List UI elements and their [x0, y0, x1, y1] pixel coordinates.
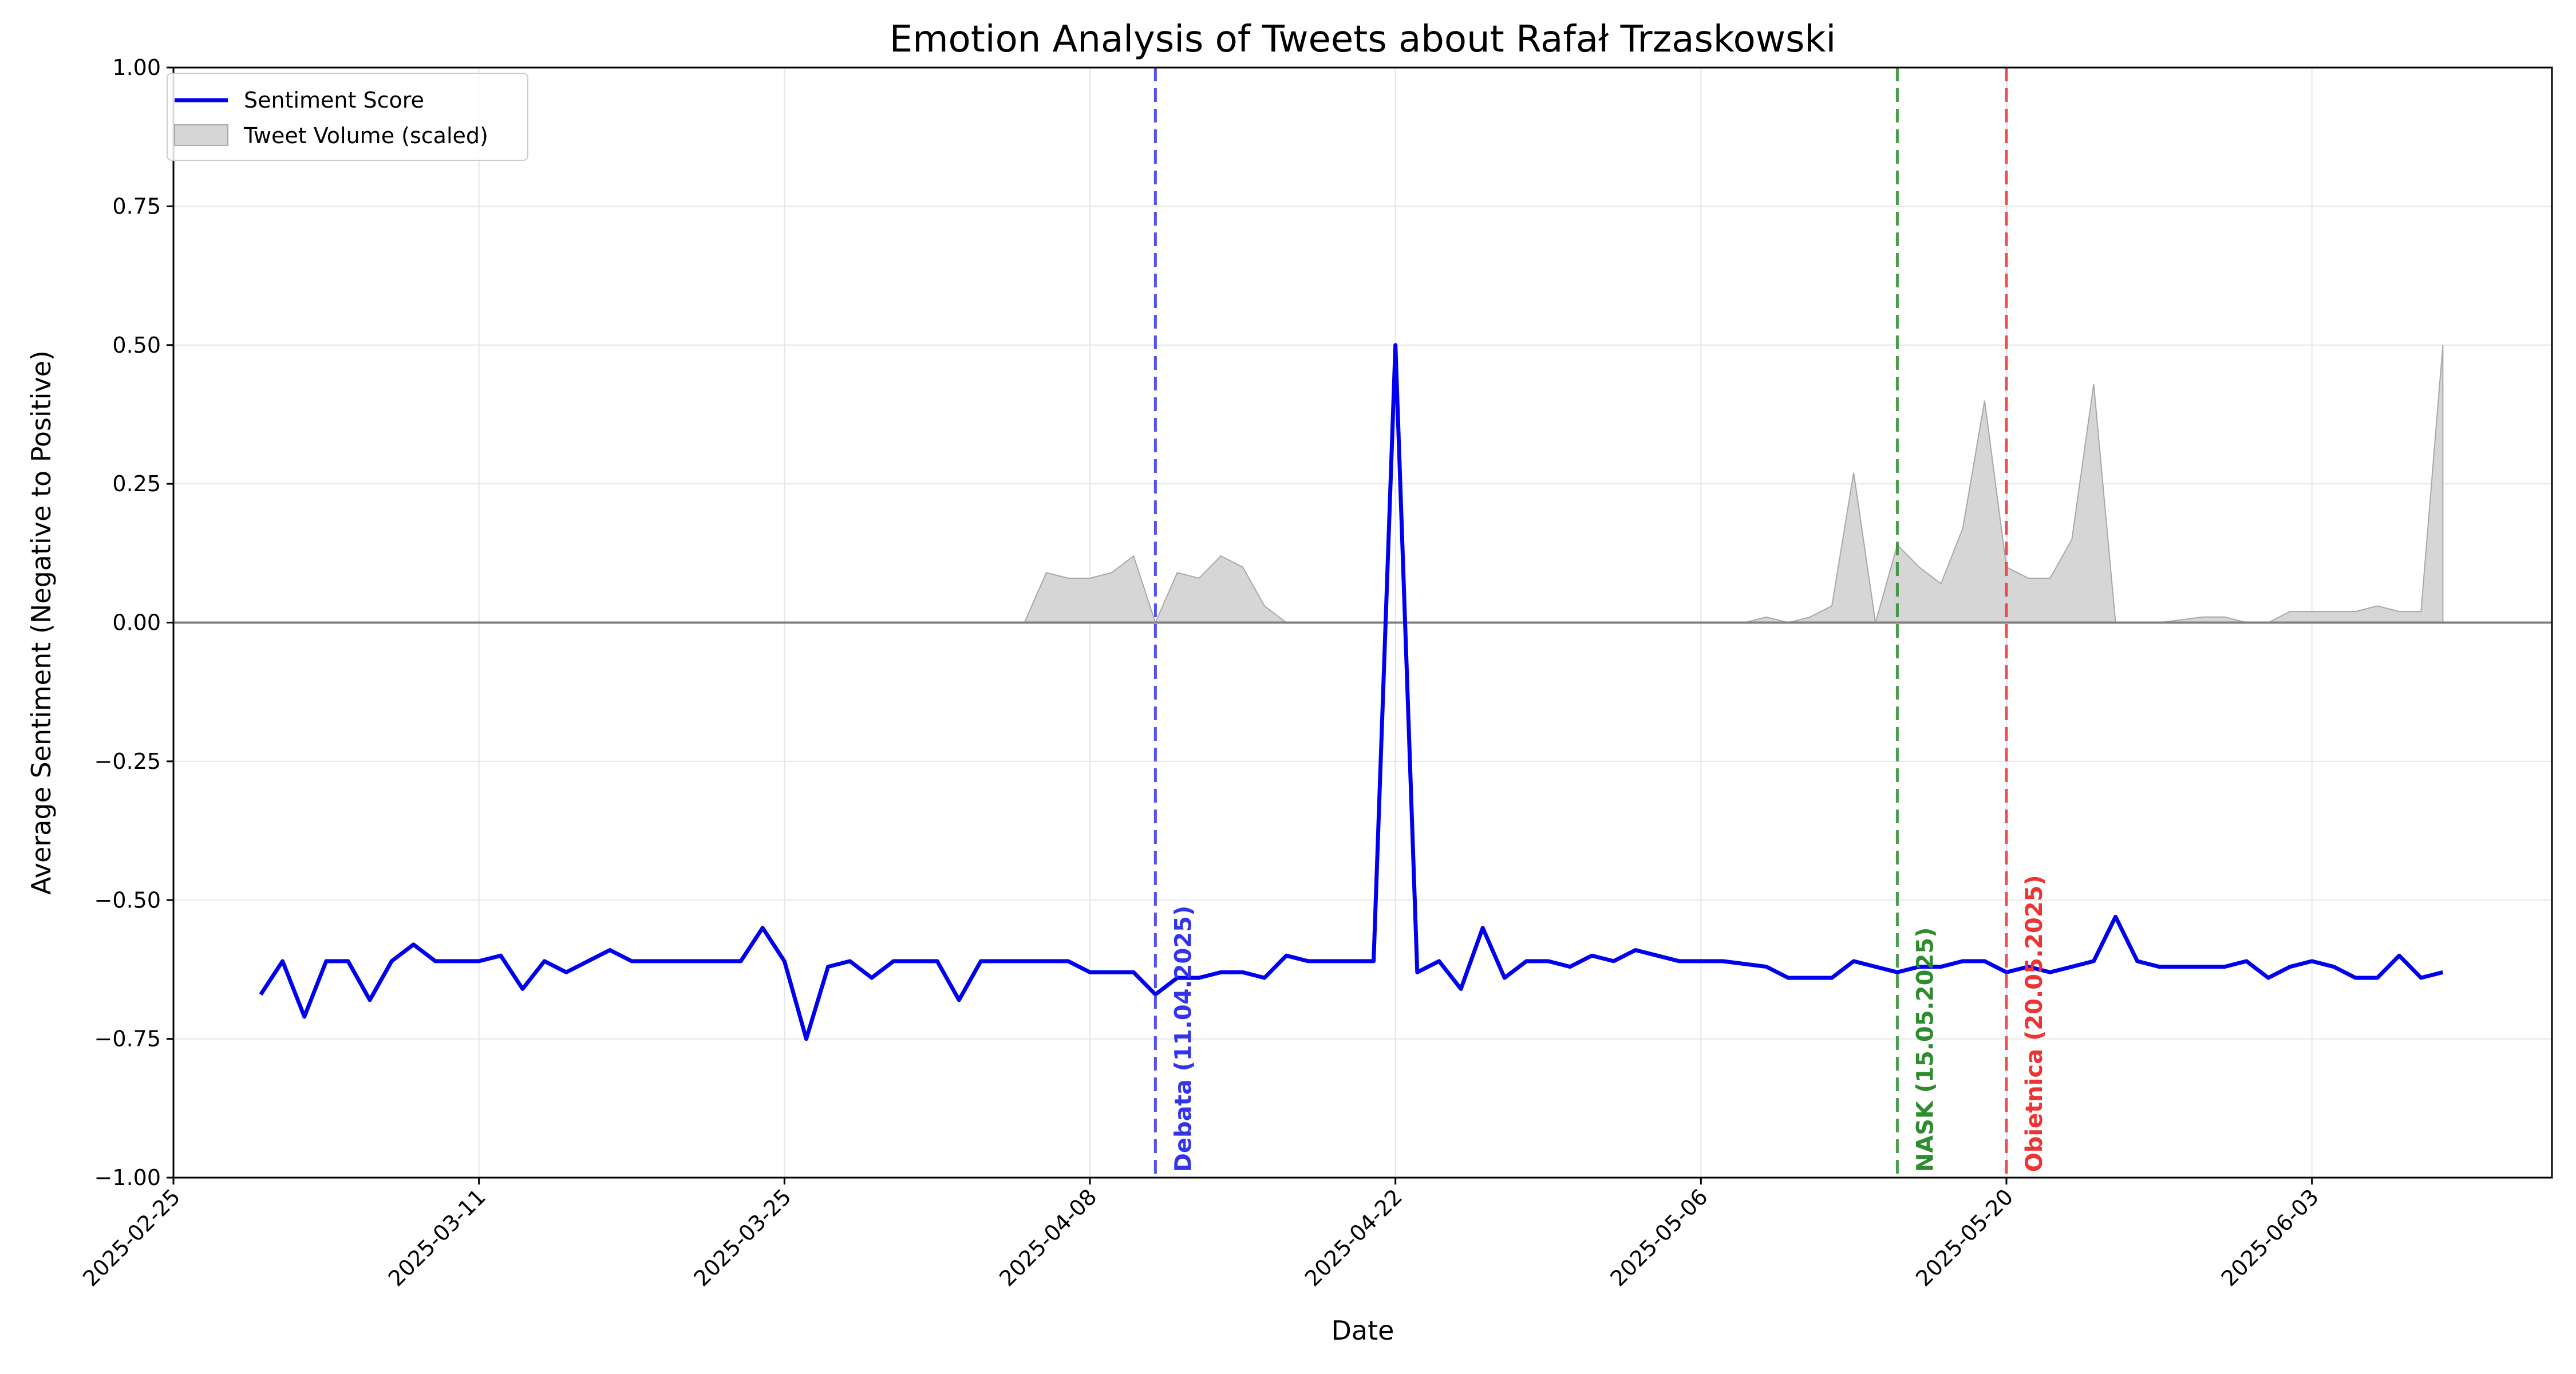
legend: Sentiment Score Tweet Volume (scaled) [167, 73, 528, 161]
legend-sentiment-label: Sentiment Score [244, 88, 424, 113]
y-tick-label: −0.50 [94, 887, 161, 913]
legend-volume-swatch [174, 124, 228, 146]
legend-box [167, 73, 528, 161]
legend-volume-label: Tweet Volume (scaled) [243, 123, 488, 148]
y-axis-label: Average Sentiment (Negative to Positive) [26, 350, 57, 895]
y-tick-label: −0.75 [94, 1026, 161, 1052]
event-label: NASK (15.05.2025) [1912, 927, 1938, 1172]
x-tick-label: 2025-04-22 [1300, 1184, 1407, 1291]
x-tick-label: 2025-03-25 [689, 1184, 796, 1291]
event-label: Debata (11.04.2025) [1170, 906, 1196, 1172]
y-tick-label: −0.25 [94, 749, 161, 774]
x-axis-label: Date [1332, 1315, 1394, 1346]
x-tick-label: 2025-06-03 [2217, 1184, 2324, 1291]
event-label: Obietnica (20.05.2025) [2021, 875, 2048, 1172]
x-tick-label: 2025-02-25 [78, 1184, 185, 1291]
sentiment-line-layer [259, 343, 2444, 1041]
y-tick-label: 0.50 [112, 333, 161, 358]
x-tick-label: 2025-05-06 [1605, 1184, 1712, 1291]
y-tick-label: 0.00 [112, 610, 161, 635]
sentiment-score-line [259, 343, 2444, 1041]
x-tick-label: 2025-04-08 [994, 1184, 1101, 1291]
y-tick-label: 1.00 [112, 55, 161, 80]
x-tick-label: 2025-05-20 [1911, 1184, 2018, 1291]
y-tick-label: −1.00 [94, 1165, 161, 1190]
x-tick-label: 2025-03-11 [384, 1184, 491, 1291]
axis-ticks-layer: 1.00 0.75 0.50 0.25 0.00 −0.25 −0.50 −0.75 −1.00… [78, 55, 2324, 1292]
chart-title: Emotion Analysis of Tweets about Rafał T… [890, 18, 1836, 61]
y-tick-label: 0.75 [112, 194, 161, 219]
y-tick-label: 0.25 [112, 471, 161, 496]
event-markers-layer: Debata (11.04.2025) NASK (15.05.2025) Obie… [1153, 68, 2048, 1178]
